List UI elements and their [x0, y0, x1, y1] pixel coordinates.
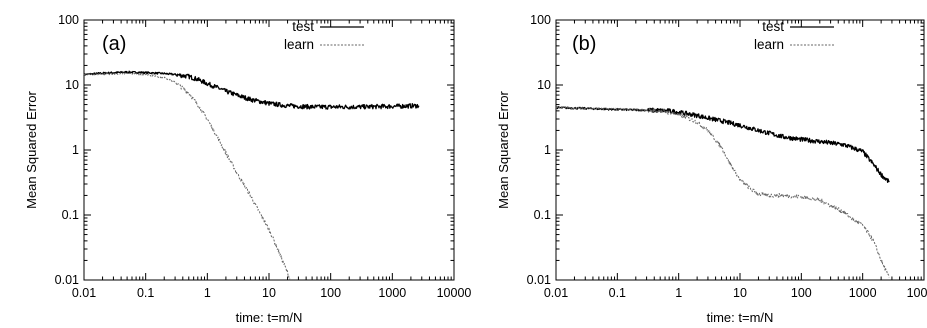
y-axis-label: Mean Squared Error	[496, 90, 511, 208]
x-tick-label: 1000	[378, 286, 406, 300]
y-axis-label: Mean Squared Error	[24, 90, 39, 208]
x-tick-label: 1	[204, 286, 211, 300]
y-tick-label: 100	[530, 13, 551, 27]
x-tick-label: 10000	[437, 286, 472, 300]
x-tick-label: 1	[675, 286, 682, 300]
x-tick-label: 0.01	[72, 286, 96, 300]
x-axis-label: time: t=m/N	[236, 310, 303, 325]
panel-label: (b)	[572, 33, 596, 55]
legend-label: learn	[284, 37, 314, 52]
x-tick-label: 10	[733, 286, 747, 300]
x-tick-label: 0.1	[137, 286, 154, 300]
x-tick-label: 10000	[907, 286, 927, 300]
legend-label: learn	[754, 37, 784, 52]
series-line-learn	[83, 72, 291, 281]
y-tick-label: 0.01	[527, 273, 551, 287]
y-tick-label: 0.1	[534, 208, 551, 222]
x-tick-label: 0.01	[544, 286, 568, 300]
x-tick-label: 0.1	[609, 286, 626, 300]
x-axis-label: time: t=m/N	[707, 310, 774, 325]
x-tick-label: 10	[262, 286, 276, 300]
y-tick-label: 0.01	[55, 273, 79, 287]
y-tick-label: 100	[58, 13, 79, 27]
y-tick-label: 1	[72, 143, 79, 157]
legend-label: test	[762, 19, 784, 34]
panel-a: 0.01 0.1 1 10 100 1000 10000 0.01 0.1 1 10 100 time:…	[24, 13, 471, 325]
x-tick-label: 100	[791, 286, 812, 300]
plot-frame	[83, 19, 455, 281]
panel-label: (a)	[102, 33, 126, 55]
panel-b: 0.01 0.1 1 10 100 1000 10000 0.01 0.1 1 10 100 time:…	[496, 13, 927, 325]
x-tick-label: 1000	[849, 286, 877, 300]
series-line-test	[555, 106, 890, 183]
y-tick-label: 1	[544, 143, 551, 157]
series-line-learn	[555, 106, 890, 278]
y-tick-label: 0.1	[62, 208, 79, 222]
legend-label: test	[292, 19, 314, 34]
series-line-test	[83, 70, 420, 110]
plot-frame	[555, 19, 925, 281]
y-tick-label: 10	[65, 78, 79, 92]
x-tick-label: 100	[320, 286, 341, 300]
y-tick-label: 10	[537, 78, 551, 92]
